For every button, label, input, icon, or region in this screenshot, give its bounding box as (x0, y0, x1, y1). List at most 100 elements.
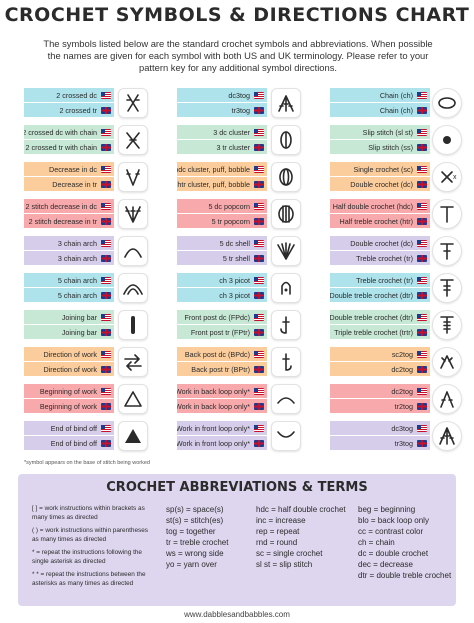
uk-flag-icon (417, 439, 427, 447)
page-title: CROCHET SYMBOLS & DIRECTIONS CHART (4, 4, 470, 26)
uk-flag-icon (101, 365, 111, 373)
symbol-label-uk: Treble crochet (tr) (330, 251, 430, 265)
us-flag-icon (101, 128, 111, 136)
symbol-entry: Chain (ch) Chain (ch) (330, 86, 470, 118)
footnote: *symbol appears on the base of stitch be… (24, 460, 150, 466)
abbrev-item: st(s) = stitch(es) (166, 516, 224, 525)
symbol-label-text: Direction of work (43, 349, 97, 359)
slip-stitch-dot-icon (432, 125, 462, 155)
uk-flag-icon (101, 402, 111, 410)
symbol-label-text: 5 chain arch (57, 275, 97, 285)
symbol-label-uk: 5 chain arch (24, 288, 114, 302)
us-flag-icon (417, 313, 427, 321)
us-flag-icon (254, 424, 264, 432)
symbol-label-us: 3 hdc cluster, puff, bobble (177, 162, 267, 176)
symbol-label-text: Treble crochet (tr) (356, 253, 413, 263)
symbol-label-us: Decrease in dc (24, 162, 114, 176)
svg-text:x: x (453, 174, 457, 181)
symbol-label-text: 2 crossed tr (59, 105, 97, 115)
symbol-label-us: 2 crossed dc (24, 88, 114, 102)
symbol-label-text: 5 tr popcorn (211, 216, 250, 226)
chain-oval-icon (432, 88, 462, 118)
symbol-label-text: Slip stitch (ss) (368, 142, 413, 152)
dc2tog-icon (432, 384, 462, 414)
uk-flag-icon (101, 106, 111, 114)
symbol-label-text: Triple treble crochet (trtr) (334, 327, 413, 337)
abbrev-item: sp(s) = space(s) (166, 505, 224, 514)
sc2tog-icon (432, 347, 462, 377)
symbol-label-text: Front post tr (FPtr) (190, 327, 250, 337)
shell-icon (271, 236, 301, 266)
symbol-label-text: tr2tog (394, 401, 413, 411)
symbol-label-text: Half treble crochet (htr) (339, 216, 414, 226)
symbol-label-text: Work in front loop only* (177, 423, 250, 433)
symbol-label-text: Chain (ch) (379, 105, 413, 115)
us-flag-icon (101, 313, 111, 321)
symbol-label-us: End of bind off (24, 421, 114, 435)
symbol-label-text: 2 crossed tr with chain (25, 142, 97, 152)
symbol-label-text: 3 htr cluster, puff, bobble (177, 179, 250, 189)
symbol-label-uk: Chain (ch) (330, 103, 430, 117)
abbrev-item: dc = double crochet (358, 549, 429, 558)
symbol-label-us: Work in front loop only* (177, 421, 267, 435)
symbol-label-text: ch 3 picot (219, 290, 250, 300)
symbol-entry: 3 dc cluster 3 tr cluster (177, 123, 317, 155)
us-flag-icon (101, 387, 111, 395)
abbrev-item: * * = repeat the instructions between th… (32, 571, 146, 587)
us-flag-icon (417, 424, 427, 432)
symbol-label-text: Direction of work (43, 364, 97, 374)
abbrev-item: dec = decrease (358, 560, 413, 569)
uk-flag-icon (101, 217, 111, 225)
symbol-label-text: 2 crossed dc (56, 90, 97, 100)
symbol-entry: 5 chain arch 5 chain arch (24, 271, 164, 303)
symbol-label-uk: 5 tr shell (177, 251, 267, 265)
symbol-entry: Direction of work Direction of work (24, 345, 164, 377)
symbol-label-uk: 3 htr cluster, puff, bobble (177, 177, 267, 191)
symbol-label-text: 3 hdc cluster, puff, bobble (177, 164, 250, 174)
us-flag-icon (254, 313, 264, 321)
symbol-label-text: Double treble crochet (dtr) (330, 312, 413, 322)
us-flag-icon (101, 91, 111, 99)
symbol-label-text: sc2tog (391, 349, 413, 359)
symbol-label-text: Work in back loop only* (177, 401, 250, 411)
symbol-entry: Joining bar Joining bar (24, 308, 164, 340)
uk-flag-icon (254, 143, 264, 151)
symbol-label-uk: tr3tog (330, 436, 430, 450)
crossed-chain-icon (118, 125, 148, 155)
puff-icon (271, 162, 301, 192)
abbrev-item: beg = beginning (358, 505, 416, 514)
symbol-label-uk: Decrease in tr (24, 177, 114, 191)
us-flag-icon (254, 239, 264, 247)
symbol-entry: ch 3 picot ch 3 picot (177, 271, 317, 303)
symbol-label-text: Double treble crochet (dtr) (330, 290, 413, 300)
symbol-label-us: Double treble crochet (dtr) (330, 310, 430, 324)
us-flag-icon (254, 387, 264, 395)
uk-flag-icon (417, 217, 427, 225)
symbol-label-us: Back post dc (BPdc) (177, 347, 267, 361)
uk-flag-icon (254, 106, 264, 114)
cluster-3-icon (271, 88, 301, 118)
symbol-label-us: 5 dc popcorn (177, 199, 267, 213)
symbol-entry: Double crochet (dc) Treble crochet (tr) (330, 234, 470, 266)
us-flag-icon (101, 424, 111, 432)
uk-flag-icon (417, 291, 427, 299)
symbol-label-us: Half double crochet (hdc) (330, 199, 430, 213)
symbol-label-text: dc2tog (391, 386, 413, 396)
symbol-entry: Work in back loop only* Work in back loop… (177, 382, 317, 414)
front-loop-icon (271, 421, 301, 451)
uk-flag-icon (254, 402, 264, 410)
us-flag-icon (417, 350, 427, 358)
symbol-label-text: Half double crochet (hdc) (332, 201, 413, 211)
abbrev-column-2: sp(s) = space(s) st(s) = stitch(es) tog … (166, 504, 256, 570)
us-flag-icon (254, 350, 264, 358)
abbrev-item: cc = contrast color (358, 527, 424, 536)
uk-flag-icon (254, 180, 264, 188)
symbol-label-text: 5 dc popcorn (208, 201, 250, 211)
uk-flag-icon (254, 365, 264, 373)
symbol-label-text: 2 crossed dc with chain (24, 127, 97, 137)
symbol-label-uk: 5 tr popcorn (177, 214, 267, 228)
symbol-label-text: Joining bar (61, 312, 97, 322)
symbol-label-uk: Beginning of work (24, 399, 114, 413)
symbol-label-uk: 2 stitch decrease in tr (24, 214, 114, 228)
